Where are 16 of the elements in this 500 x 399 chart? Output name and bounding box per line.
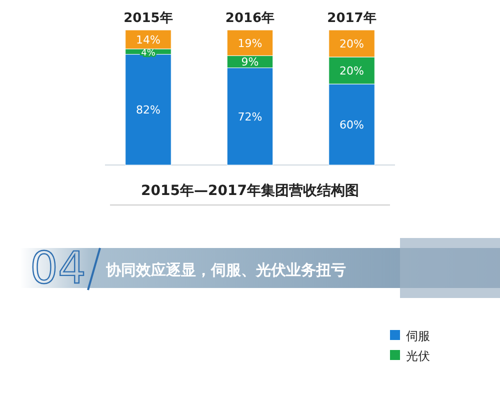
- data-label: 9%: [241, 56, 259, 69]
- text: 2015年—2017年集团营收结构图: [141, 183, 359, 199]
- data-label: 20%: [340, 64, 364, 78]
- x-tick-label: 2015年: [124, 11, 173, 26]
- legend-label: 伺服: [406, 329, 430, 343]
- data-label: 72%: [238, 110, 262, 124]
- data-label: 14%: [136, 33, 160, 46]
- data-label: 20%: [340, 38, 364, 50]
- data-label: 19%: [238, 36, 262, 50]
- legend-label: 光伏: [406, 349, 430, 363]
- x-tick-label: 2016年: [225, 11, 275, 26]
- text: 协同效应逐显，伺服、光伏业务扭亏: [105, 261, 346, 279]
- x-tick-label: 2017年: [327, 11, 376, 26]
- data-label: 60%: [340, 118, 364, 132]
- data-label: 82%: [136, 104, 160, 117]
- text: 04: [30, 243, 86, 294]
